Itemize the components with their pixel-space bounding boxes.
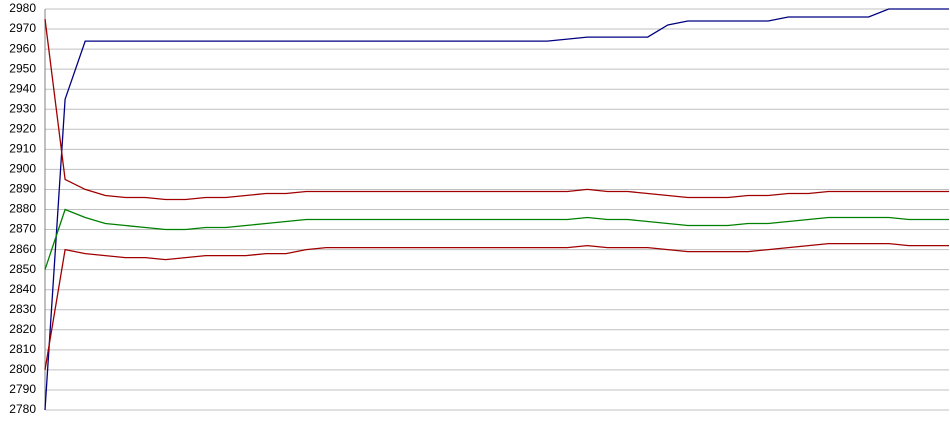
y-tick-label: 2820 bbox=[9, 322, 36, 336]
series-line bbox=[44, 18, 949, 201]
y-tick-label: 2880 bbox=[9, 202, 36, 216]
y-tick-label: 2930 bbox=[9, 101, 36, 115]
y-tick-label: 2850 bbox=[9, 262, 36, 276]
y-tick-label: 2840 bbox=[9, 282, 36, 296]
y-tick-label: 2960 bbox=[9, 41, 36, 55]
y-tick-label: 2920 bbox=[9, 121, 36, 135]
series-line bbox=[44, 242, 949, 371]
y-tick-label: 2980 bbox=[9, 1, 36, 15]
series-line bbox=[44, 8, 949, 411]
y-tick-label: 2900 bbox=[9, 162, 36, 176]
y-tick-label: 2870 bbox=[9, 222, 36, 236]
y-tick-label: 2830 bbox=[9, 302, 36, 316]
y-tick-label: 2810 bbox=[9, 342, 36, 356]
y-tick-label: 2940 bbox=[9, 81, 36, 95]
y-tick-label: 2910 bbox=[9, 142, 36, 156]
y-tick-label: 2790 bbox=[9, 382, 36, 396]
y-tick-label: 2860 bbox=[9, 242, 36, 256]
y-tick-label: 2890 bbox=[9, 182, 36, 196]
y-tick-label: 2950 bbox=[9, 61, 36, 75]
y-tick-label: 2800 bbox=[9, 362, 36, 376]
y-tick-label: 2970 bbox=[9, 21, 36, 35]
series-line bbox=[44, 208, 949, 270]
y-tick-label: 2780 bbox=[9, 402, 36, 416]
